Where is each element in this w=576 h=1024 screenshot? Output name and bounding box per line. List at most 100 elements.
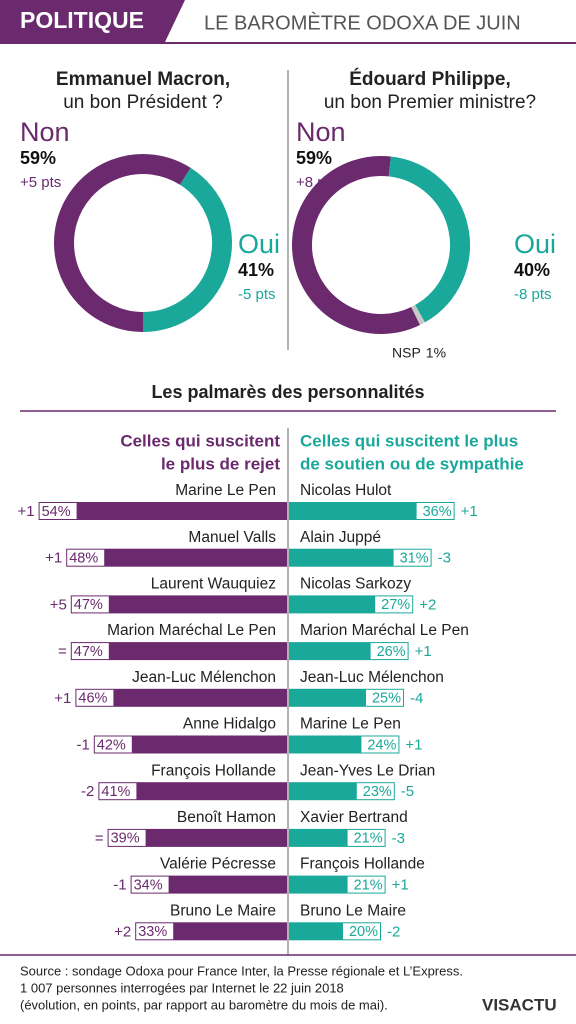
bar: [70, 642, 287, 661]
change-label: =: [58, 643, 67, 660]
change-label: +1: [415, 643, 432, 660]
person-name: Jean-Yves Le Drian: [300, 762, 435, 779]
column-title: de soutien ou de sympathie: [300, 454, 524, 473]
value-box: [375, 596, 413, 613]
value-box: [347, 829, 385, 846]
value-label: 20%: [349, 924, 378, 940]
value-box: [67, 549, 105, 566]
bar: [93, 735, 287, 754]
change-label: +2: [114, 923, 131, 940]
person-name: Marine Le Pen: [175, 482, 276, 499]
value-box: [366, 689, 403, 706]
bar: [289, 502, 455, 520]
person-name: Laurent Wauquiez: [151, 575, 276, 592]
column-title: Celles qui suscitent le plus: [300, 431, 518, 450]
column-title: Celles qui suscitent: [120, 431, 280, 450]
value-label: 59%: [20, 148, 56, 168]
value-box: [356, 783, 394, 800]
value-label: 39%: [111, 831, 140, 847]
value-label: 31%: [400, 551, 429, 567]
change-label: -1: [76, 736, 89, 753]
person-name: Nicolas Hulot: [300, 482, 392, 499]
person-name: Alain Juppé: [300, 529, 381, 546]
value-label: 47%: [74, 644, 103, 660]
bar: [66, 548, 287, 567]
value-label: 41%: [101, 784, 130, 800]
value-label: 25%: [372, 691, 401, 707]
value-box: [361, 736, 399, 753]
value-label: 33%: [138, 924, 167, 940]
value-box: [99, 783, 137, 800]
bar: [107, 828, 287, 847]
person-name: Bruno Le Maire: [170, 902, 276, 919]
value-label: 26%: [377, 644, 406, 660]
bar: [70, 595, 287, 614]
donut-segment: [142, 167, 232, 332]
person-name: François Hollande: [151, 762, 276, 779]
donut-segment: [388, 156, 470, 323]
person-name: Nicolas Sarkozy: [300, 575, 411, 592]
value-label: 46%: [78, 691, 107, 707]
person-name: Marine Le Pen: [300, 716, 401, 733]
value-label: 42%: [97, 737, 126, 753]
value-label: 27%: [381, 597, 410, 613]
person-name: Jean-Luc Mélenchon: [300, 669, 444, 686]
value-label: 21%: [354, 877, 383, 893]
bar: [130, 875, 287, 894]
value-label: 21%: [354, 831, 383, 847]
person-name: Marion Maréchal Le Pen: [300, 622, 469, 639]
value-label: 41%: [238, 260, 274, 280]
value-label: 24%: [367, 737, 396, 753]
value-label: 59%: [296, 148, 332, 168]
category-label: Non: [20, 117, 70, 147]
person-name: Bruno Le Maire: [300, 902, 406, 919]
change-label: -2: [387, 923, 400, 940]
person-name: Marion Maréchal Le Pen: [107, 622, 276, 639]
change-label: -3: [438, 550, 451, 567]
change-label: +1: [392, 877, 409, 894]
value-box: [71, 596, 109, 613]
change-label: +5 pts: [20, 174, 61, 191]
change-label: +1: [461, 503, 478, 520]
category-label: Oui: [238, 229, 280, 259]
value-box: [76, 689, 114, 706]
change-label: +1: [54, 690, 71, 707]
change-label: +5: [50, 596, 67, 613]
person-name: Benoît Hamon: [177, 809, 276, 826]
value-label: 40%: [514, 260, 550, 280]
source: Source : sondage Odoxa pour France Inter…: [20, 963, 463, 978]
change-label: -4: [410, 690, 423, 707]
change-label: +1: [405, 736, 422, 753]
change-label: -5 pts: [238, 286, 276, 303]
chart-title: Édouard Philippe,: [349, 68, 511, 90]
person-name: Jean-Luc Mélenchon: [132, 669, 276, 686]
value-box: [370, 643, 408, 660]
value-box: [136, 923, 174, 940]
change-label: -2: [81, 783, 94, 800]
value-label: 34%: [134, 877, 163, 893]
bar: [98, 782, 288, 801]
change-label: -8 pts: [514, 286, 552, 303]
change-label: +8 pts: [296, 174, 337, 191]
person-name: François Hollande: [300, 856, 425, 873]
person-name: Anne Hidalgo: [183, 716, 276, 733]
value-box: [71, 643, 109, 660]
change-label: =: [95, 830, 104, 847]
value-label: 54%: [42, 504, 71, 520]
donut-segment: [54, 154, 191, 332]
value-box: [131, 876, 169, 893]
source: (évolution, en points, par rapport au ba…: [20, 997, 388, 1012]
logo: VISACTU: [482, 995, 557, 1014]
change-label: -5: [401, 783, 414, 800]
change-label: +2: [419, 596, 436, 613]
bar: [38, 502, 287, 520]
person-name: Manuel Valls: [188, 529, 276, 546]
bar: [75, 688, 288, 707]
column-title: le plus de rejet: [161, 454, 280, 473]
value-label: 47%: [74, 597, 103, 613]
header-tag: POLITIQUE: [20, 7, 144, 33]
value-box: [39, 503, 77, 519]
section-title: Les palmarès des personnalités: [151, 382, 424, 402]
person-name: Xavier Bertrand: [300, 809, 408, 826]
